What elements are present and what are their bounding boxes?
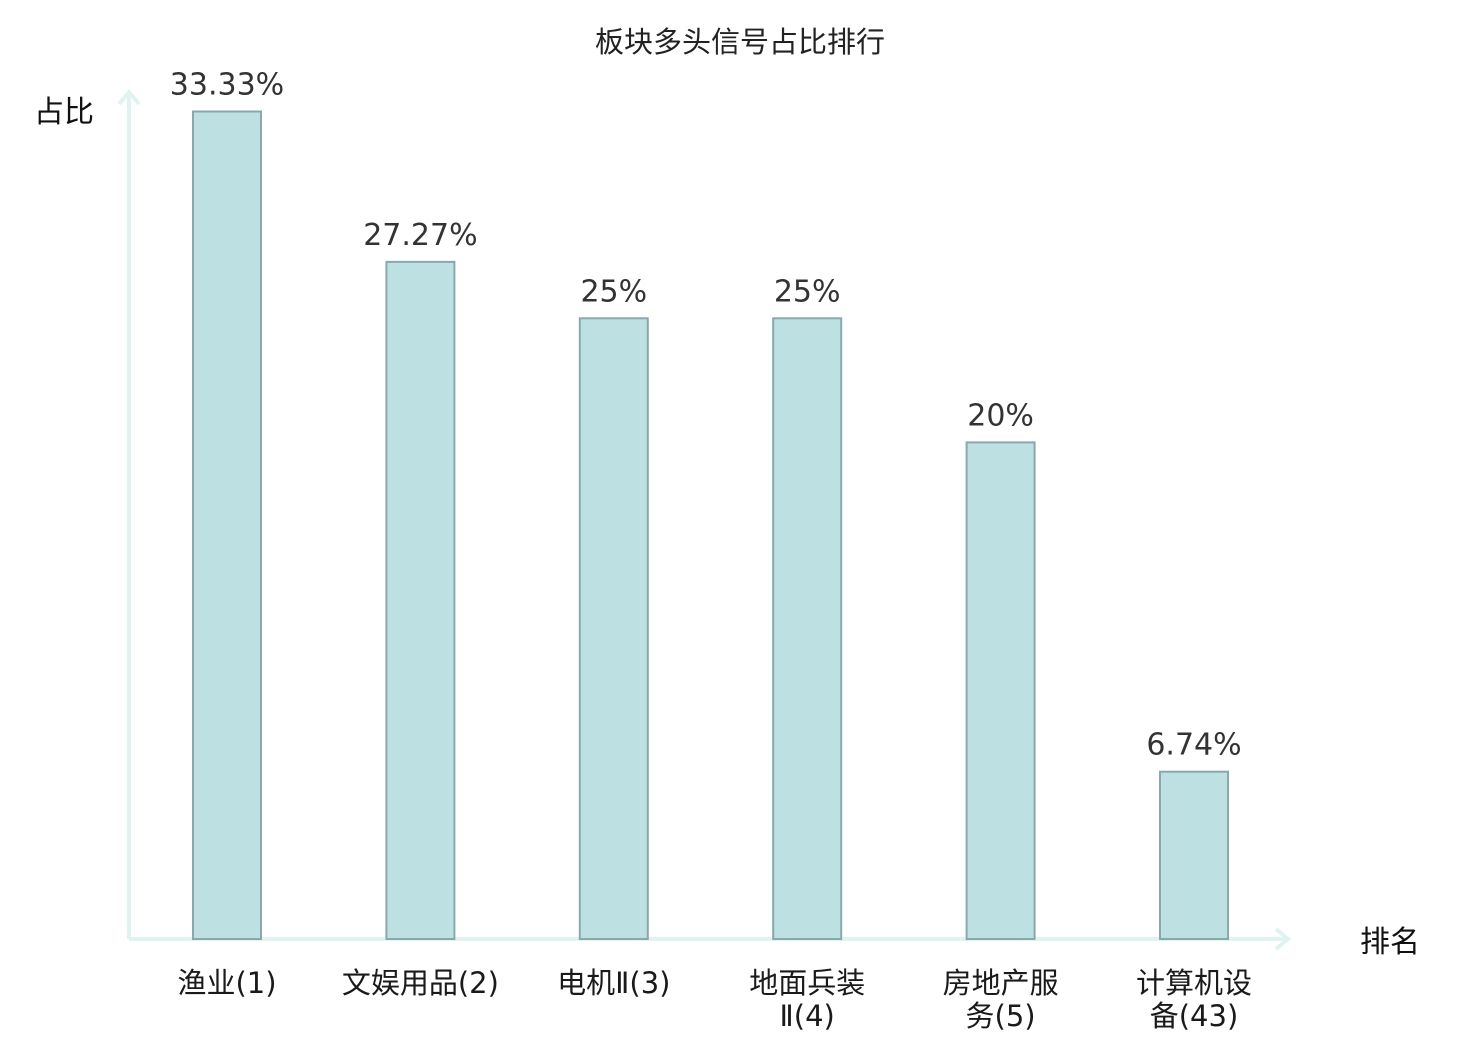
x-tick-label: 房地产服务(5): [943, 966, 1059, 1033]
data-label: 33.33%: [170, 68, 284, 103]
value-labels: 33.33% 27.27% 25% 25% 20% 6.74%: [170, 68, 1242, 763]
bar: [385, 260, 456, 940]
x-tick-label: 电机Ⅱ(3): [557, 966, 670, 1000]
x-tick-label: 计算机设备(43): [1136, 966, 1252, 1033]
x-tick-label-line: 文娱用品(2): [342, 966, 499, 1000]
x-axis-label: 排名: [1360, 925, 1420, 960]
data-label: 6.74%: [1146, 728, 1241, 763]
x-tick-label-line: 务(5): [966, 999, 1036, 1033]
x-axis-arrow: [1274, 927, 1292, 951]
data-label: 27.27%: [363, 218, 477, 253]
bar: [965, 441, 1036, 940]
x-tick-label-line: 电机Ⅱ(3): [557, 966, 670, 1000]
axes: [117, 88, 1292, 951]
x-tick-label: 地面兵装 Ⅱ(4): [749, 966, 865, 1033]
data-label: 25%: [580, 274, 647, 309]
category-labels: 渔业(1) 文娱用品(2) 电机Ⅱ(3) 地面兵装 Ⅱ(4) 房地产服务(5) 计算机设备(…: [177, 966, 1252, 1033]
bars: [192, 110, 1229, 941]
y-axis-arrow: [117, 88, 141, 106]
bar: [578, 317, 649, 940]
x-tick-label-line: 备(43): [1150, 999, 1239, 1033]
bar: [772, 317, 843, 940]
data-label: 20%: [967, 398, 1034, 433]
chart-title: 板块多头信号占比排行: [595, 25, 885, 59]
x-tick-label-line: 渔业(1): [177, 966, 276, 1000]
x-tick-label: 文娱用品(2): [342, 966, 499, 1000]
bar: [192, 110, 262, 940]
bar: [1159, 770, 1229, 941]
x-tick-label-line: 计算机设: [1136, 966, 1252, 1000]
x-tick-label-line: 房地产服: [943, 966, 1059, 1000]
x-tick-label-line: 地面兵装: [749, 966, 865, 1000]
data-label: 25%: [774, 274, 841, 309]
y-axis-label: 占比: [34, 95, 94, 130]
x-tick-label-line: Ⅱ(4): [780, 999, 835, 1033]
x-tick-label: 渔业(1): [177, 966, 276, 1000]
